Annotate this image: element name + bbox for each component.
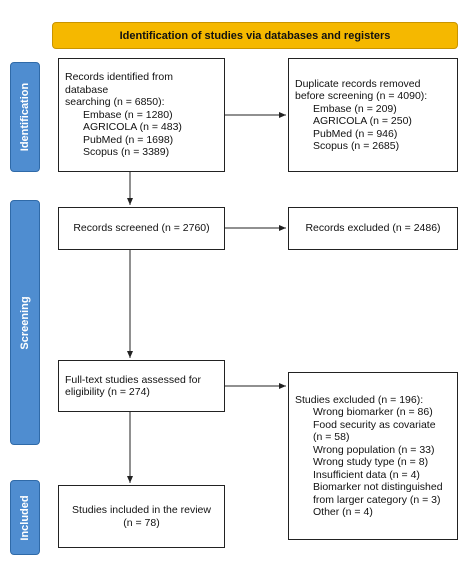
box-text: Studies excluded (n = 196): (295, 393, 424, 406)
box-text: before screening (n = 4090): (295, 90, 428, 102)
flow-box: Records excluded (n = 2486) (288, 207, 458, 250)
box-text: Duplicate records removed (295, 77, 421, 90)
box-text: PubMed (n = 946) (313, 127, 398, 140)
box-text: Scopus (n = 2685) (313, 140, 400, 152)
box-text: Embase (n = 1280) (83, 108, 173, 121)
flow-box: Records identified from database searchin… (58, 58, 225, 172)
box-text: searching (n = 6850): (65, 96, 165, 109)
box-text: Full-text studies assessed for (65, 373, 201, 386)
box-text: Records identified from database (65, 71, 173, 96)
phase-label: Included (10, 480, 40, 555)
box-text: AGRICOLA (n = 483) (83, 121, 182, 134)
phase-text: Screening (19, 295, 31, 350)
box-text: Studies included in the review (72, 504, 211, 516)
flow-box: Full-text studies assessed for eligibilit… (58, 360, 225, 412)
box-text: Insufficient data (n = 4) (313, 468, 420, 481)
flow-box: Studies included in the review (n = 78) (58, 485, 225, 548)
box-text: Wrong biomarker (n = 86) (313, 406, 433, 418)
box-text: Other (n = 4) (313, 506, 373, 518)
box-text: (n = 78) (123, 516, 160, 529)
box-text: from larger category (n = 3) (313, 493, 441, 506)
phase-text: Identification (19, 82, 31, 152)
box-text: Records excluded (n = 2486) (305, 222, 441, 235)
box-text: (n = 58) (313, 431, 350, 443)
box-text: Biomarker not distinguished (313, 481, 443, 493)
phase-label: Identification (10, 62, 40, 172)
box-text: PubMed (n = 1698) (83, 133, 174, 146)
box-text: Scopus (n = 3389) (83, 146, 170, 159)
phase-text: Included (19, 494, 31, 541)
box-text: AGRICOLA (n = 250) (313, 115, 412, 127)
header: Identification of studies via databases … (52, 22, 458, 49)
flow-box: Records screened (n = 2760) (58, 207, 225, 250)
box-text: Wrong population (n = 33) (313, 443, 435, 456)
arrow-group (127, 112, 286, 483)
flow-box: Studies excluded (n = 196): Wrong biomark… (288, 372, 458, 540)
flow-box: Duplicate records removed before screenin… (288, 58, 458, 172)
box-text: Food security as covariate (313, 418, 436, 431)
box-text: eligibility (n = 274) (65, 386, 150, 398)
phase-label: Screening (10, 200, 40, 445)
box-text: Embase (n = 209) (313, 102, 397, 115)
box-text: Records screened (n = 2760) (73, 222, 210, 235)
box-text: Wrong study type (n = 8) (313, 456, 429, 468)
